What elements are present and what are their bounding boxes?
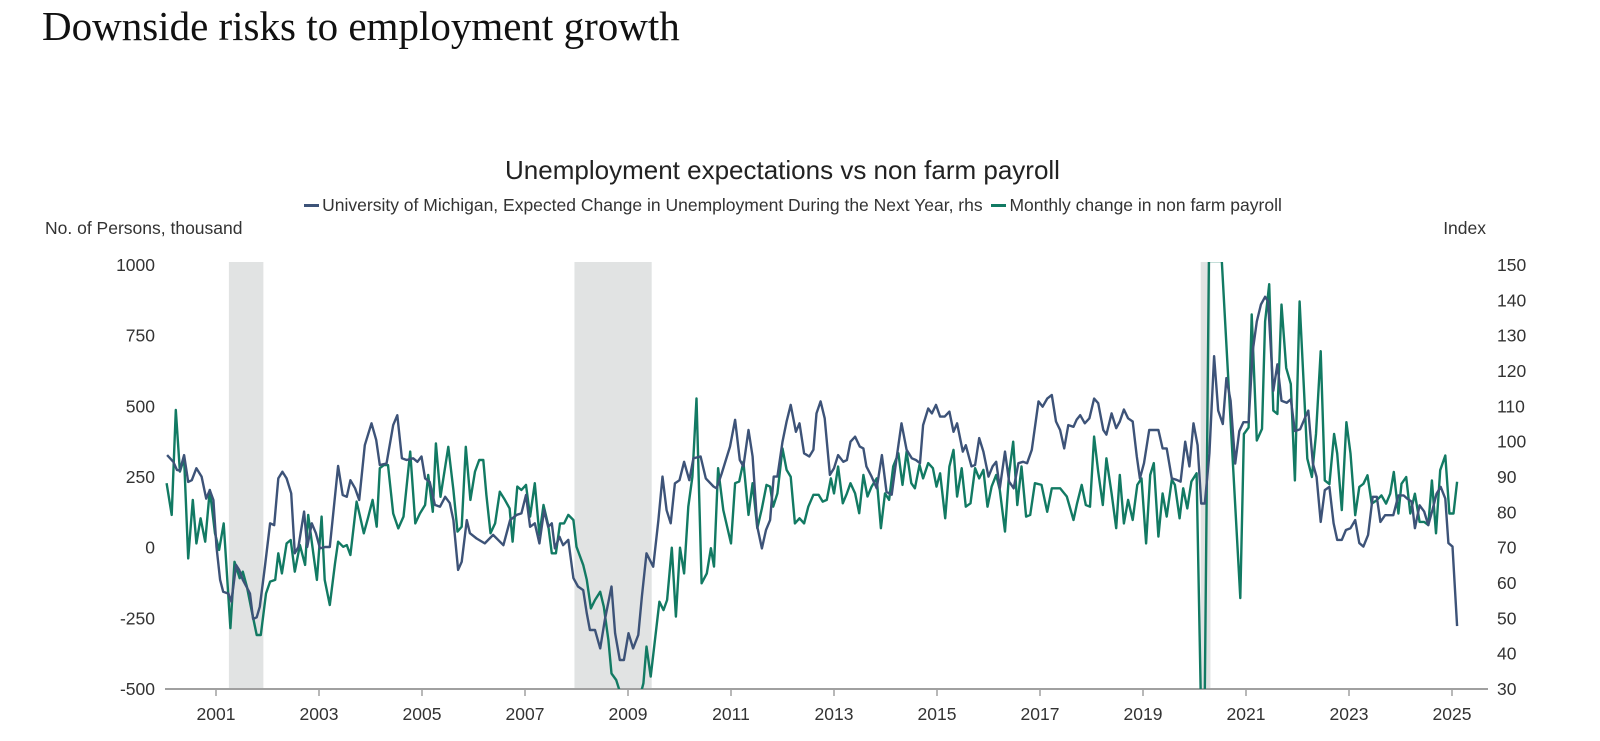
x-tick-label: 2009 [609,704,648,724]
left-y-tick-label: 500 [126,396,155,416]
legend-item-payroll: Monthly change in non farm payroll [991,195,1282,215]
right-y-tick-label: 150 [1497,255,1526,275]
left-y-tick-label: -500 [120,679,155,699]
right-y-tick-label: 100 [1497,432,1526,452]
legend-label-payroll: Monthly change in non farm payroll [1009,195,1282,215]
left-y-tick-label: 0 [145,538,155,558]
legend-swatch-payroll [991,203,1007,207]
x-tick-label: 2017 [1021,704,1060,724]
left-y-tick-label: -250 [120,608,155,628]
recession-shading [1200,262,1211,689]
right-y-tick-label: 90 [1497,467,1517,487]
legend-item-michigan: University of Michigan, Expected Change … [304,195,983,215]
left-y-tick-label: 250 [126,467,155,487]
legend-label-michigan: University of Michigan, Expected Change … [322,195,983,215]
right-y-tick-label: 50 [1497,608,1517,628]
right-y-tick-label: 80 [1497,502,1517,522]
left-y-tick-label: 1000 [116,255,155,275]
x-tick-label: 2013 [815,704,854,724]
left-axis-title: No. of Persons, thousand [45,218,243,238]
x-tick-label: 2025 [1433,704,1472,724]
series-line-nonfarm-payroll-change [165,262,1459,689]
x-tick-label: 2021 [1227,704,1266,724]
right-y-tick-label: 30 [1497,679,1517,699]
right-y-tick-label: 70 [1497,538,1517,558]
legend-swatch-michigan [304,203,320,207]
page-title: Downside risks to employment growth [42,3,680,49]
x-tick-label: 2003 [300,704,339,724]
x-tick-label: 2019 [1124,704,1163,724]
right-y-tick-label: 40 [1497,644,1517,664]
right-y-tick-label: 140 [1497,290,1526,310]
x-tick-label: 2005 [403,704,442,724]
chart-title: Unemployment expectations vs non farm pa… [505,155,1060,185]
left-y-tick-label: 750 [126,326,155,346]
chart-legend: University of Michigan, Expected Change … [0,195,1590,216]
x-tick-label: 2023 [1330,704,1369,724]
x-tick-label: 2011 [712,704,750,724]
right-axis-title: Index [1443,218,1486,238]
x-tick-label: 2001 [197,704,236,724]
x-tick-label: 2015 [918,704,957,724]
right-y-tick-label: 60 [1497,573,1517,593]
x-tick-label: 2007 [506,704,545,724]
recession-shading [228,262,264,689]
series-line-michigan-unemployment-expectations [166,295,1459,662]
right-y-tick-label: 130 [1497,326,1526,346]
right-y-tick-label: 110 [1497,396,1525,416]
right-y-tick-label: 120 [1497,361,1526,381]
